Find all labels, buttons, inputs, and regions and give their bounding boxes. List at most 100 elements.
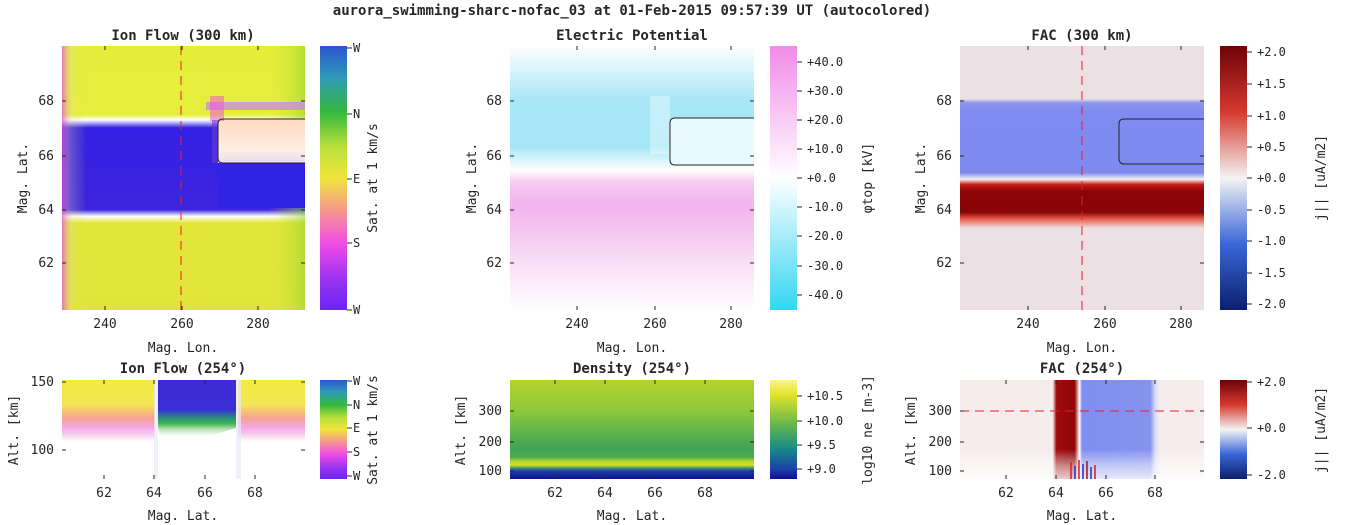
colorbar: [1220, 380, 1247, 479]
heatmap-image: [960, 380, 1204, 479]
colorbar-tick-label: S: [353, 236, 360, 250]
colorbar-tick-label: +0.0: [807, 171, 836, 185]
x-tick-label: 64: [146, 486, 162, 501]
x-tick-label: 68: [697, 486, 713, 501]
x-tick-label: 240: [1016, 317, 1039, 332]
y-tick-label: 62: [936, 256, 952, 271]
colorbar-label: j|| [uA/m2]: [1314, 135, 1329, 221]
colorbar-ticks: +40.0 +30.0 +20.0 +10.0 +0.0 -10.0 -20.0 -30.0 -…: [797, 55, 843, 302]
fac-bottom-panel: FAC (254°) 62 64 66 68 100 200 300 Mag. Lat. A…: [904, 361, 1329, 524]
arc-boundary: [217, 118, 305, 164]
x-axis-label: Mag. Lat.: [1047, 509, 1117, 524]
colorbar-tick-label: +0.0: [1257, 421, 1286, 435]
axes: 240 260 280 62 64 66 68: [38, 46, 305, 332]
y-tick-label: 64: [486, 203, 502, 218]
colorbar: [770, 380, 797, 479]
axes: 62 64 66 68 100 200 300: [929, 380, 1204, 501]
arc-boundary: [669, 117, 754, 166]
y-tick-label: 68: [936, 94, 952, 109]
x-tick-label: 260: [643, 317, 666, 332]
x-tick-label: 64: [597, 486, 613, 501]
panel-title: FAC (300 km): [1031, 28, 1132, 44]
x-tick-label: 280: [719, 317, 742, 332]
y-tick-label: 100: [31, 443, 54, 458]
x-tick-label: 260: [1093, 317, 1116, 332]
colorbar-tick-label: +30.0: [807, 84, 843, 98]
x-axis-label: Mag. Lat.: [148, 509, 218, 524]
x-axis-label: Mag. Lat.: [597, 509, 667, 524]
colorbar-tick-label: +2.0: [1257, 375, 1286, 389]
fac-top-panel: FAC (300 km) 240 260 280 62 64 66 68 Mag. Lon.…: [914, 28, 1329, 356]
colorbar-tick-label: W: [353, 41, 361, 55]
colorbar-tick-label: +2.0: [1257, 45, 1286, 59]
y-tick-label: 200: [929, 435, 952, 450]
panel-title: Electric Potential: [556, 28, 708, 44]
y-tick-label: 100: [479, 464, 502, 479]
colorbar-tick-label: -20.0: [807, 229, 843, 243]
heatmap-image: [960, 46, 1204, 310]
panel-title: Density (254°): [573, 361, 691, 377]
y-tick-label: 66: [936, 149, 952, 164]
arc-boundary: [1118, 118, 1204, 165]
colorbar-tick-label: N: [353, 398, 360, 412]
y-axis-label: Mag. Lat.: [914, 143, 929, 213]
y-tick-label: 68: [486, 94, 502, 109]
y-axis-label: Alt. [km]: [454, 395, 469, 465]
y-tick-label: 62: [486, 256, 502, 271]
colorbar: [320, 46, 347, 310]
x-tick-label: 240: [93, 317, 116, 332]
colorbar-label: j|| [uA/m2]: [1314, 387, 1329, 473]
colorbar-tick-label: +1.0: [1257, 109, 1286, 123]
colorbar-tick-label: E: [353, 421, 360, 435]
axes: 240 260 280 62 64 66 68: [486, 46, 754, 332]
colorbar-tick-label: -1.0: [1257, 234, 1286, 248]
y-tick-label: 62: [38, 256, 54, 271]
y-tick-label: 150: [31, 375, 54, 390]
colorbar-ticks: W N E S W: [347, 41, 361, 317]
heatmap-image: [62, 380, 305, 479]
colorbar-tick-label: E: [353, 172, 360, 186]
heatmap-image: [510, 46, 754, 310]
x-tick-label: 68: [1147, 486, 1163, 501]
colorbar-tick-label: +0.5: [1257, 140, 1286, 154]
panel-title: FAC (254°): [1040, 361, 1124, 377]
x-tick-label: 62: [998, 486, 1014, 501]
colorbar: [1220, 46, 1247, 310]
colorbar-label: Sat. at 1 km/s: [366, 375, 381, 485]
x-axis-label: Mag. Lon.: [597, 341, 667, 356]
figure-title: aurora_swimming-sharc-nofac_03 at 01-Feb…: [333, 3, 931, 19]
axes: 240 260 280 62 64 66 68: [936, 46, 1204, 332]
x-tick-label: 62: [547, 486, 563, 501]
y-tick-label: 64: [936, 203, 952, 218]
density-bottom-panel: Density (254°) 62 64 66 68 100 200 300 Mag. La…: [454, 361, 876, 524]
colorbar-tick-label: +40.0: [807, 55, 843, 69]
x-axis-label: Mag. Lon.: [1047, 341, 1117, 356]
colorbar-label: Sat. at 1 km/s: [366, 123, 381, 233]
colorbar-tick-label: N: [353, 107, 360, 121]
colorbar-tick-label: W: [353, 374, 361, 388]
colorbar-tick-label: W: [353, 303, 361, 317]
y-tick-label: 300: [479, 404, 502, 419]
y-tick-label: 68: [38, 94, 54, 109]
y-axis-label: Alt. [km]: [7, 395, 22, 465]
colorbar-tick-label: +10.0: [807, 142, 843, 156]
y-tick-label: 64: [38, 203, 54, 218]
colorbar-ticks: +2.0 +1.5 +1.0 +0.5 +0.0 -0.5 -1.0 -1.5 -2.0: [1247, 45, 1286, 311]
colorbar-tick-label: +20.0: [807, 113, 843, 127]
ion-flow-top-panel: Ion Flow (300 km) 240 260 280 62 64 66 68 Mag.…: [16, 28, 381, 356]
y-tick-label: 200: [479, 435, 502, 450]
x-tick-label: 62: [96, 486, 112, 501]
colorbar-ticks: +2.0 +0.0 -2.0: [1247, 375, 1286, 482]
colorbar-tick-label: -40.0: [807, 288, 843, 302]
axes: 62 64 66 68 100 150: [31, 375, 305, 501]
colorbar-tick-label: -2.0: [1257, 468, 1286, 482]
colorbar-label: log10 ne [m-3]: [861, 375, 876, 485]
x-tick-label: 66: [647, 486, 663, 501]
y-tick-label: 66: [486, 149, 502, 164]
colorbar-tick-label: -2.0: [1257, 297, 1286, 311]
panel-title: Ion Flow (300 km): [111, 28, 254, 44]
colorbar-tick-label: -10.0: [807, 200, 843, 214]
x-tick-label: 280: [246, 317, 269, 332]
